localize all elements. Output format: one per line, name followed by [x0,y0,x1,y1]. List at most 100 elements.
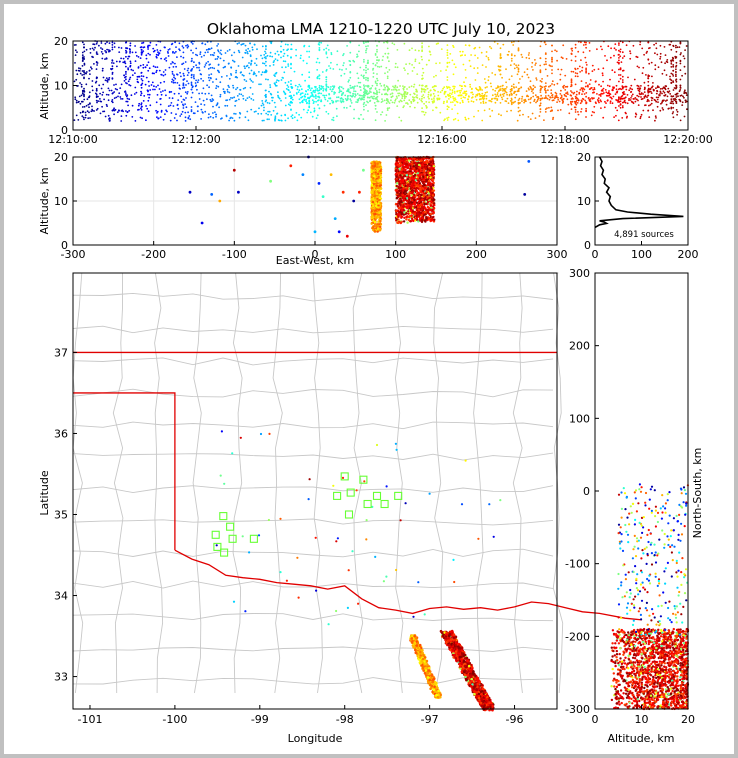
time-height-point [115,83,117,86]
time-height-point [398,92,401,95]
time-height-point [621,57,624,59]
time-height-point [655,42,657,45]
time-height-point [191,57,193,60]
time-height-point [104,79,107,82]
time-height-point [140,109,143,111]
time-height-point [460,94,462,97]
time-height-point [243,78,246,81]
time-height-point [413,99,416,102]
time-height-point [433,88,435,91]
time-height-point [383,99,386,102]
time-height-point [291,98,294,101]
time-height-point [551,96,554,99]
time-height-point [79,67,82,70]
time-height-point [388,60,390,63]
time-height-point [684,72,687,75]
time-height-point [341,69,343,71]
time-height-point [374,108,377,110]
time-height-point [510,109,512,112]
time-height-point [516,73,519,76]
time-height-point [672,116,675,119]
time-height-point [125,49,127,52]
time-height-point [656,98,659,101]
time-height-point [608,90,610,92]
time-height-point [380,65,383,68]
time-height-point [474,95,477,98]
time-height-point [306,93,309,96]
east-west-point [372,204,375,208]
time-height-point [125,94,127,96]
time-height-point [210,94,213,97]
time-height-point [659,90,662,93]
time-height-point [517,110,520,113]
time-height-point [527,54,530,56]
time-height-point [113,84,115,86]
time-height-point [647,80,650,83]
time-height-point [659,93,661,95]
time-height-point [176,73,178,76]
time-height-point [673,87,676,89]
time-height-point [618,74,620,76]
time-height-point [446,54,449,57]
time-height-point [570,94,573,97]
time-height-point [621,106,624,109]
time-height-point [496,98,499,100]
time-height-point [380,85,383,87]
time-height-point [253,43,256,46]
time-height-point [507,102,510,104]
time-height-point [85,71,88,73]
time-height-point [287,117,289,120]
time-height-point [631,88,634,91]
time-height-point [128,78,131,81]
time-height-point [211,66,214,69]
time-height-point [359,81,362,84]
time-height-point [671,73,674,76]
time-height-point [84,111,87,114]
time-height-point [81,89,84,92]
time-height-point [585,109,587,112]
time-height-point [376,93,378,96]
time-height-point [675,84,677,87]
time-height-point [469,86,472,88]
time-height-point [464,54,466,57]
time-height-point [136,75,139,78]
time-height-point [404,92,407,94]
time-height-point [250,108,253,111]
time-height-point [421,78,423,80]
time-height-point [596,48,598,51]
time-height-point [532,95,535,98]
time-height-point [79,72,82,75]
time-height-point [580,59,582,61]
time-height-point [656,89,658,92]
time-height-point [111,109,114,112]
time-height-point [322,85,324,88]
time-height-point [684,89,686,92]
time-height-point [413,83,416,86]
time-height-point [497,113,500,116]
time-height-point [655,117,657,119]
time-height-point [495,95,497,98]
time-height-point [165,94,167,97]
time-height-point [338,91,341,94]
time-height-point [176,103,179,106]
time-height-point [125,55,127,58]
time-height-point [249,78,252,80]
time-height-ytick-label: 0 [61,124,68,137]
time-height-point [340,101,343,104]
time-height-point [284,113,286,116]
time-height-point [507,54,510,56]
time-height-point [363,86,366,88]
east-west-point [379,182,382,185]
time-height-point [459,84,461,87]
time-height-point [262,104,265,106]
time-height-point [679,89,682,91]
time-height-point [198,98,201,100]
time-height-point [83,98,86,101]
time-height-point [461,99,464,102]
time-height-point [290,56,292,59]
time-height-point [265,71,267,74]
time-height-point [255,57,258,60]
time-height-point [639,87,642,90]
time-height-point [446,57,449,59]
